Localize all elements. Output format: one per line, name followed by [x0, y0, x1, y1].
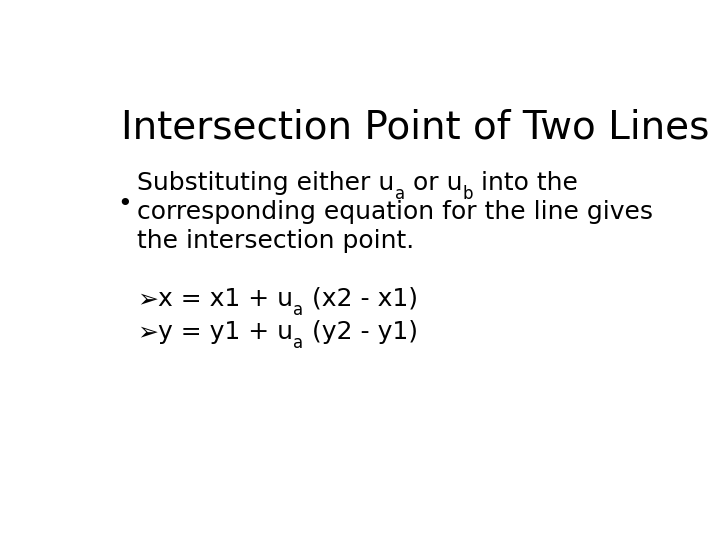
- Text: •: •: [117, 192, 132, 215]
- Text: ➢: ➢: [138, 320, 158, 344]
- Text: a: a: [395, 185, 405, 202]
- Text: Substituting either u: Substituting either u: [138, 171, 395, 194]
- Text: x = x1 + u: x = x1 + u: [158, 287, 294, 311]
- Text: into the: into the: [473, 171, 577, 194]
- Text: a: a: [294, 301, 304, 319]
- Text: Intersection Point of Two Lines: Intersection Point of Two Lines: [121, 109, 709, 146]
- Text: (y2 - y1): (y2 - y1): [304, 320, 418, 344]
- Text: a: a: [294, 334, 304, 353]
- Text: ➢: ➢: [138, 287, 158, 311]
- Text: the intersection point.: the intersection point.: [138, 229, 415, 253]
- Text: (x2 - x1): (x2 - x1): [304, 287, 418, 311]
- Text: y = y1 + u: y = y1 + u: [158, 320, 294, 344]
- Text: or u: or u: [405, 171, 462, 194]
- Text: b: b: [462, 185, 473, 202]
- Text: corresponding equation for the line gives: corresponding equation for the line give…: [138, 200, 654, 224]
